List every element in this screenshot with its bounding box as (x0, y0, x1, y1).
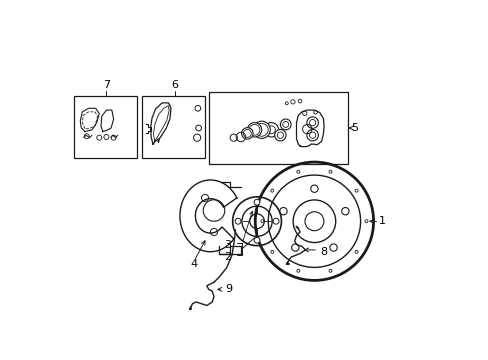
Circle shape (241, 128, 253, 139)
Circle shape (306, 117, 318, 129)
Circle shape (235, 218, 241, 224)
Text: 2: 2 (224, 252, 230, 262)
Bar (74, 96, 137, 158)
Polygon shape (296, 110, 324, 147)
Circle shape (243, 130, 251, 137)
Circle shape (280, 119, 290, 130)
Circle shape (253, 121, 270, 138)
Circle shape (306, 130, 318, 141)
Circle shape (264, 123, 278, 137)
Circle shape (249, 125, 260, 135)
Text: 9: 9 (224, 284, 231, 294)
Polygon shape (150, 103, 171, 144)
Circle shape (309, 132, 315, 138)
Circle shape (254, 237, 260, 243)
Circle shape (282, 121, 288, 127)
Text: 1: 1 (378, 216, 385, 226)
Text: 3: 3 (224, 239, 230, 249)
Circle shape (247, 123, 261, 137)
Text: 8: 8 (319, 247, 326, 257)
Circle shape (267, 126, 275, 134)
Text: 6: 6 (171, 80, 178, 90)
Bar (208, 92, 348, 164)
Circle shape (254, 199, 260, 205)
Circle shape (273, 218, 279, 224)
Bar (142, 96, 204, 158)
Text: 7: 7 (102, 80, 110, 90)
Circle shape (309, 120, 315, 126)
Circle shape (274, 130, 285, 141)
Text: 4: 4 (190, 259, 198, 269)
Circle shape (255, 123, 267, 136)
Text: 5: 5 (351, 123, 358, 133)
Circle shape (277, 132, 283, 138)
